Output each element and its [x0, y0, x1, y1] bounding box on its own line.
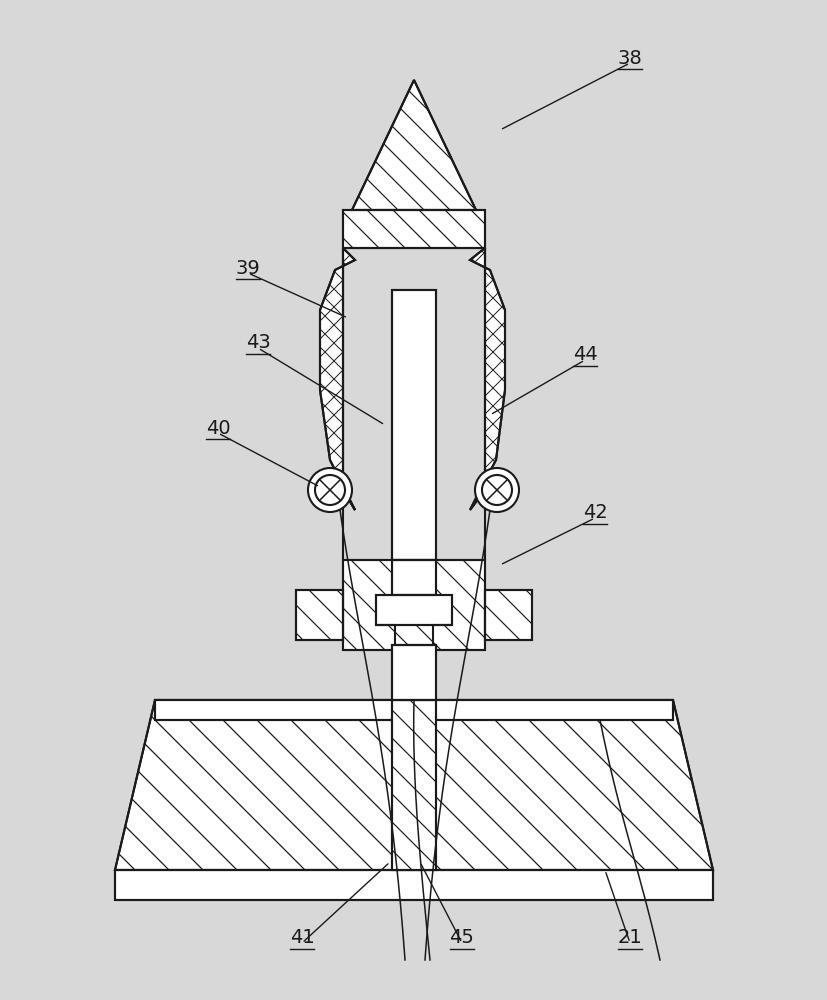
PathPatch shape	[295, 590, 342, 640]
Polygon shape	[351, 80, 476, 210]
Text: 39: 39	[236, 258, 260, 277]
Text: 38: 38	[617, 49, 642, 68]
PathPatch shape	[351, 80, 476, 210]
Polygon shape	[485, 590, 532, 640]
Polygon shape	[391, 700, 436, 870]
Polygon shape	[391, 290, 436, 560]
Polygon shape	[391, 560, 436, 595]
Polygon shape	[342, 210, 485, 248]
Text: 21: 21	[617, 928, 642, 947]
PathPatch shape	[342, 560, 485, 650]
Circle shape	[314, 475, 345, 505]
Text: 43: 43	[246, 334, 270, 353]
Polygon shape	[391, 645, 436, 700]
Text: 44: 44	[572, 346, 596, 364]
Circle shape	[475, 468, 519, 512]
Polygon shape	[375, 595, 452, 625]
Polygon shape	[319, 248, 355, 510]
Polygon shape	[155, 700, 672, 720]
PathPatch shape	[391, 700, 436, 870]
Polygon shape	[295, 590, 342, 640]
Text: 42: 42	[582, 504, 607, 522]
PathPatch shape	[485, 590, 532, 640]
Circle shape	[308, 468, 351, 512]
Text: 40: 40	[205, 418, 230, 438]
Text: 41: 41	[289, 928, 314, 947]
PathPatch shape	[115, 700, 712, 870]
Circle shape	[481, 475, 511, 505]
Polygon shape	[470, 248, 504, 510]
PathPatch shape	[342, 210, 485, 248]
Polygon shape	[342, 560, 485, 650]
Polygon shape	[115, 700, 712, 870]
Polygon shape	[115, 870, 712, 900]
Text: 45: 45	[449, 928, 474, 947]
